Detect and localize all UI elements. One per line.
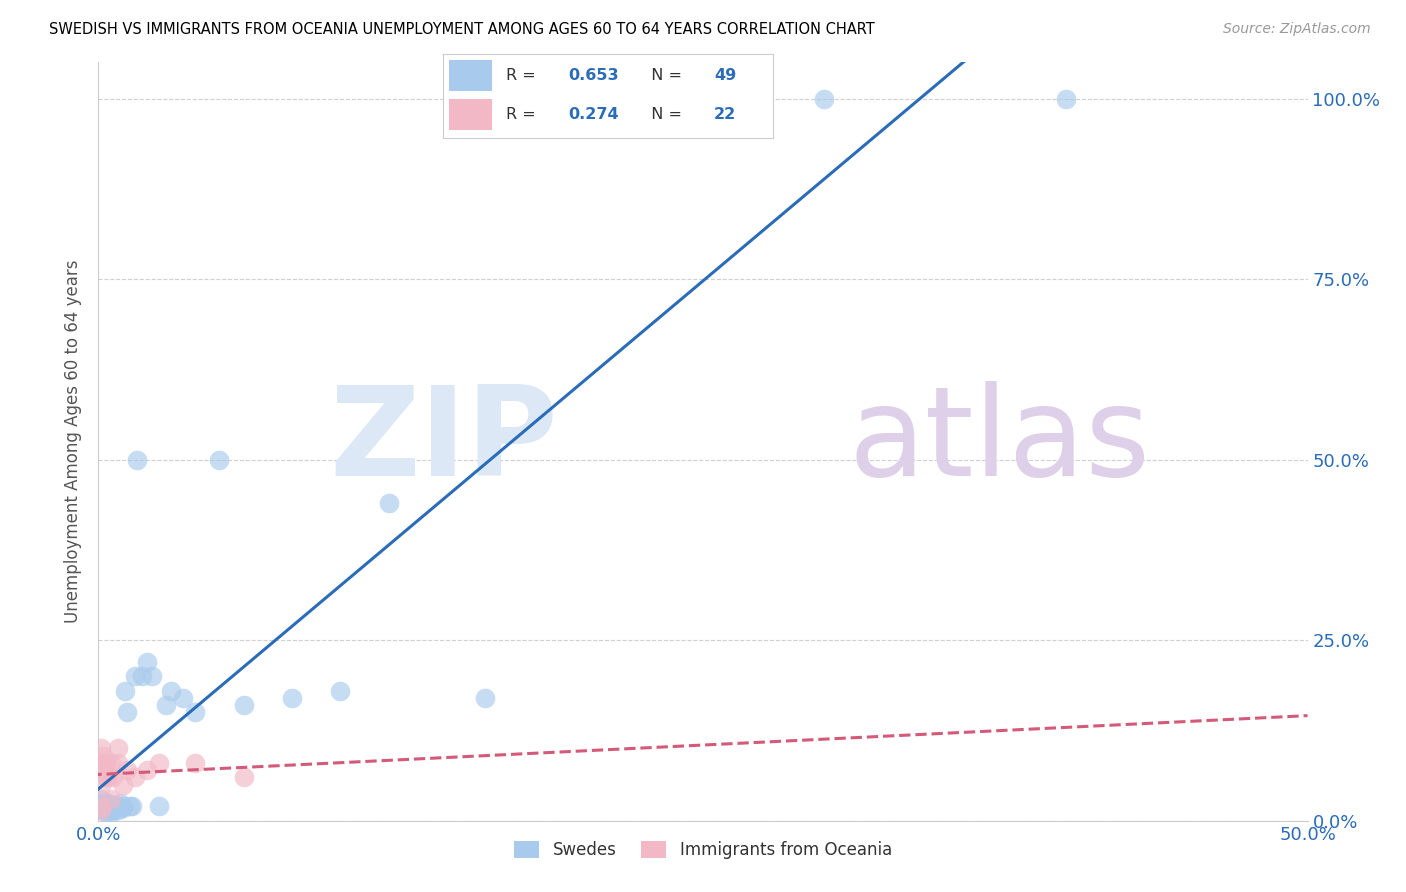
Point	[91, 763, 114, 777]
Point	[107, 803, 129, 817]
Point	[148, 756, 170, 770]
Text: 0.274: 0.274	[568, 107, 619, 122]
Point	[94, 770, 117, 784]
Text: N =: N =	[641, 107, 688, 122]
FancyBboxPatch shape	[450, 61, 492, 91]
Point	[124, 669, 146, 683]
FancyBboxPatch shape	[450, 99, 492, 130]
Point	[108, 800, 131, 814]
Point	[131, 669, 153, 683]
Point	[91, 797, 114, 812]
Point	[94, 799, 117, 814]
Point	[107, 741, 129, 756]
Point	[101, 770, 124, 784]
Text: N =: N =	[641, 68, 688, 83]
Point	[111, 800, 134, 814]
Point	[155, 698, 177, 712]
Point	[90, 799, 112, 814]
Point	[571, 91, 593, 105]
Point	[232, 770, 254, 784]
Point	[127, 452, 149, 467]
Point	[97, 770, 120, 784]
Point	[90, 741, 112, 756]
Text: SWEDISH VS IMMIGRANTS FROM OCEANIA UNEMPLOYMENT AMONG AGES 60 TO 64 YEARS CORREL: SWEDISH VS IMMIGRANTS FROM OCEANIA UNEMP…	[49, 22, 875, 37]
Point	[135, 763, 157, 777]
Point	[90, 803, 112, 817]
Point	[90, 778, 112, 792]
Point	[91, 803, 114, 817]
Point	[474, 690, 496, 705]
Point	[101, 797, 124, 812]
Point	[114, 683, 136, 698]
Point	[184, 756, 207, 770]
Point	[118, 799, 141, 814]
Point	[90, 792, 112, 806]
Point	[104, 800, 127, 814]
Point	[124, 770, 146, 784]
Text: ZIP: ZIP	[329, 381, 558, 502]
Point	[101, 800, 124, 814]
Point	[90, 756, 112, 770]
Point	[94, 796, 117, 810]
Point	[121, 799, 143, 814]
Point	[184, 706, 207, 720]
Point	[281, 690, 304, 705]
Point	[111, 778, 134, 792]
Point	[108, 796, 131, 810]
Point	[90, 799, 112, 814]
Point	[135, 655, 157, 669]
Point	[90, 796, 112, 810]
Point	[107, 799, 129, 814]
Point	[100, 756, 122, 770]
Point	[813, 91, 835, 105]
Text: 22: 22	[714, 107, 737, 122]
Point	[141, 669, 163, 683]
Point	[91, 800, 114, 814]
Text: R =: R =	[506, 107, 540, 122]
Point	[117, 706, 139, 720]
Point	[100, 799, 122, 814]
Point	[232, 698, 254, 712]
Text: atlas: atlas	[848, 381, 1150, 502]
Point	[1054, 91, 1077, 105]
Point	[94, 756, 117, 770]
Point	[377, 496, 399, 510]
Point	[97, 800, 120, 814]
Text: Source: ZipAtlas.com: Source: ZipAtlas.com	[1223, 22, 1371, 37]
Point	[90, 803, 112, 817]
Point	[97, 796, 120, 810]
Point	[101, 803, 124, 817]
Point	[148, 799, 170, 814]
Point	[107, 756, 129, 770]
Point	[172, 690, 194, 705]
Point	[104, 799, 127, 814]
Point	[100, 792, 122, 806]
Legend: Swedes, Immigrants from Oceania: Swedes, Immigrants from Oceania	[508, 834, 898, 865]
Point	[208, 452, 231, 467]
Point	[94, 805, 117, 819]
Point	[117, 763, 139, 777]
Point	[100, 806, 122, 821]
Y-axis label: Unemployment Among Ages 60 to 64 years: Unemployment Among Ages 60 to 64 years	[65, 260, 83, 624]
Text: 49: 49	[714, 68, 737, 83]
Point	[160, 683, 183, 698]
Point	[329, 683, 352, 698]
Text: 0.653: 0.653	[568, 68, 619, 83]
Text: R =: R =	[506, 68, 540, 83]
Point	[100, 803, 122, 817]
Point	[111, 799, 134, 814]
Point	[91, 748, 114, 763]
